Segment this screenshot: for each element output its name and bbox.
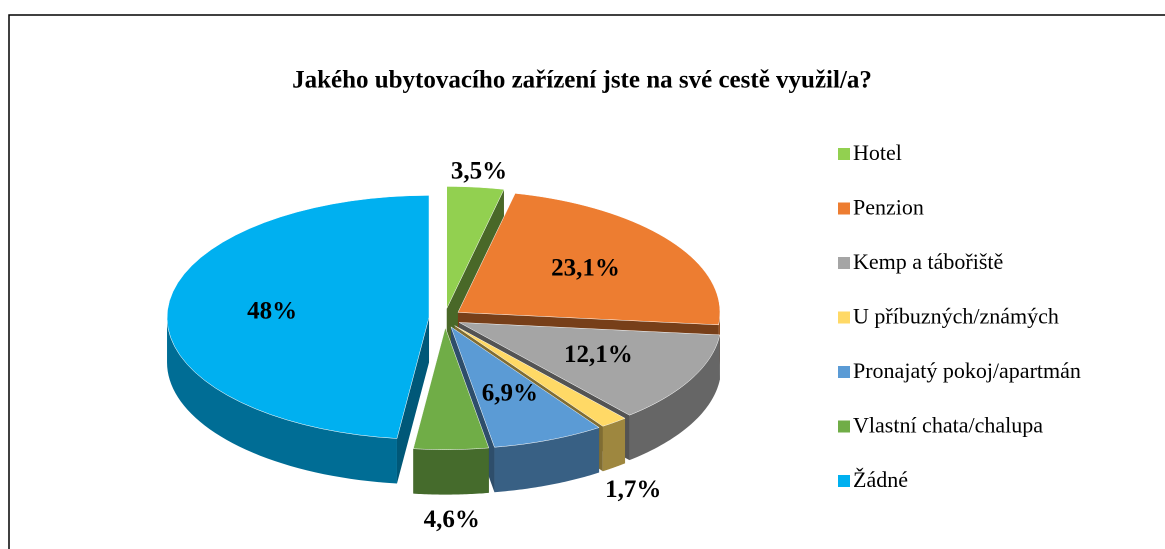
slice-top xyxy=(450,326,600,448)
slice-wall xyxy=(629,334,720,461)
legend-swatch xyxy=(838,475,850,487)
slice-wall xyxy=(167,317,397,484)
data-label: 3,5% xyxy=(451,157,507,184)
slice-top xyxy=(454,325,626,427)
slice-top xyxy=(446,186,505,309)
slice-wall xyxy=(413,447,489,495)
data-label: 6,9% xyxy=(482,380,538,407)
chart-title: Jakého ubytovacího zařízení jste na své … xyxy=(292,67,872,94)
legend-label: Pronajatý pokoj/apartmán xyxy=(853,358,1081,383)
legend-label: Žádné xyxy=(853,467,908,492)
slice-top xyxy=(166,195,430,439)
legend-label: Kemp a tábořiště xyxy=(853,249,1003,274)
slice-top xyxy=(412,326,490,450)
data-label: 48% xyxy=(247,298,297,325)
slice-wall xyxy=(602,418,626,472)
slice-wall xyxy=(494,427,600,493)
slice xyxy=(166,195,430,484)
legend-label: Vlastní chata/chalupa xyxy=(853,413,1043,438)
legend-swatch xyxy=(838,202,850,215)
slice-side xyxy=(396,317,430,484)
legend-swatch xyxy=(838,311,850,324)
data-label: 12,1% xyxy=(564,341,633,368)
slice xyxy=(412,326,490,495)
legend-label: U příbuzných/známých xyxy=(853,304,1059,329)
slice-top xyxy=(459,322,721,416)
legend-label: Penzion xyxy=(853,195,924,220)
legend-swatch xyxy=(838,257,850,269)
legend-swatch xyxy=(838,148,850,160)
legend-swatch xyxy=(838,420,850,433)
data-label: 4,6% xyxy=(424,506,480,533)
data-label: 1,7% xyxy=(605,476,661,503)
data-label: 23,1% xyxy=(551,254,620,281)
slice-top xyxy=(457,193,721,326)
legend-label: Hotel xyxy=(853,140,902,165)
legend-swatch xyxy=(838,366,850,378)
